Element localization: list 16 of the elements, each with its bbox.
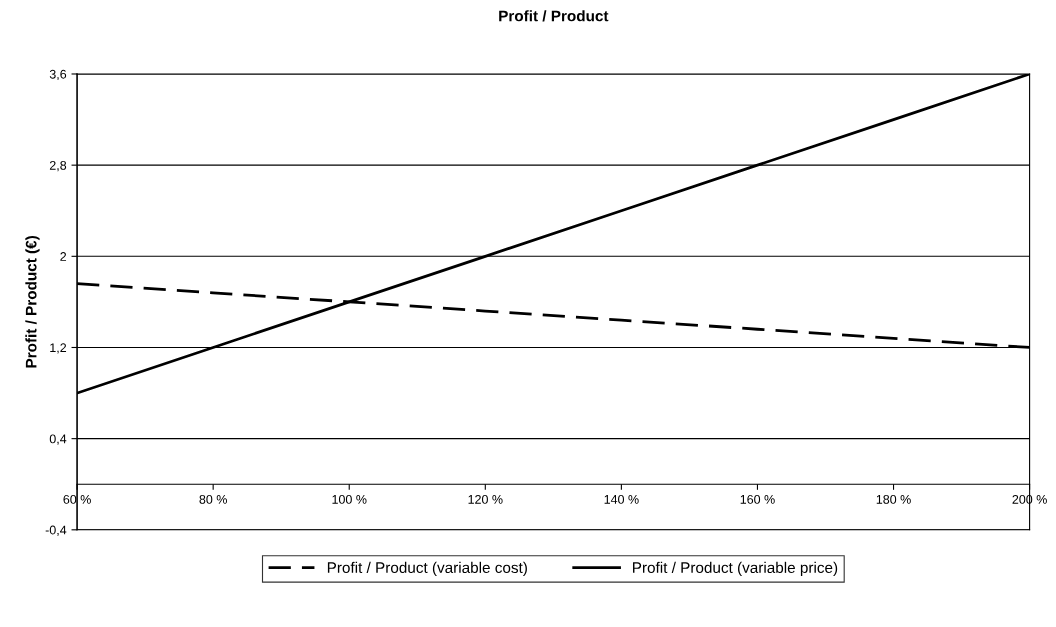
x-tick-label: 180 % (876, 494, 911, 504)
x-tick-label: 100 % (332, 494, 367, 504)
y-tick-label: 1,2 (50, 343, 67, 354)
y-tick-label: 2,8 (49, 160, 67, 172)
legend-label: Profit / Product (variable cost) (327, 561, 527, 577)
y-tick-label: 0,4 (49, 434, 67, 445)
x-tick-label: 160 % (740, 494, 775, 504)
x-tick-label: 80 % (199, 494, 227, 504)
legend-label: Profit / Product (variable price) (633, 561, 838, 577)
y-tick-label: 2 (60, 252, 67, 261)
y-axis-title: Profit / Product (€) (25, 236, 40, 368)
chart-title: Profit / Product (499, 10, 609, 22)
x-tick-label: 140 % (604, 494, 639, 504)
y-tick-label: -0,4 (45, 525, 67, 536)
x-tick-label: 120 % (468, 494, 503, 504)
y-tick-label: 3,6 (49, 69, 67, 81)
